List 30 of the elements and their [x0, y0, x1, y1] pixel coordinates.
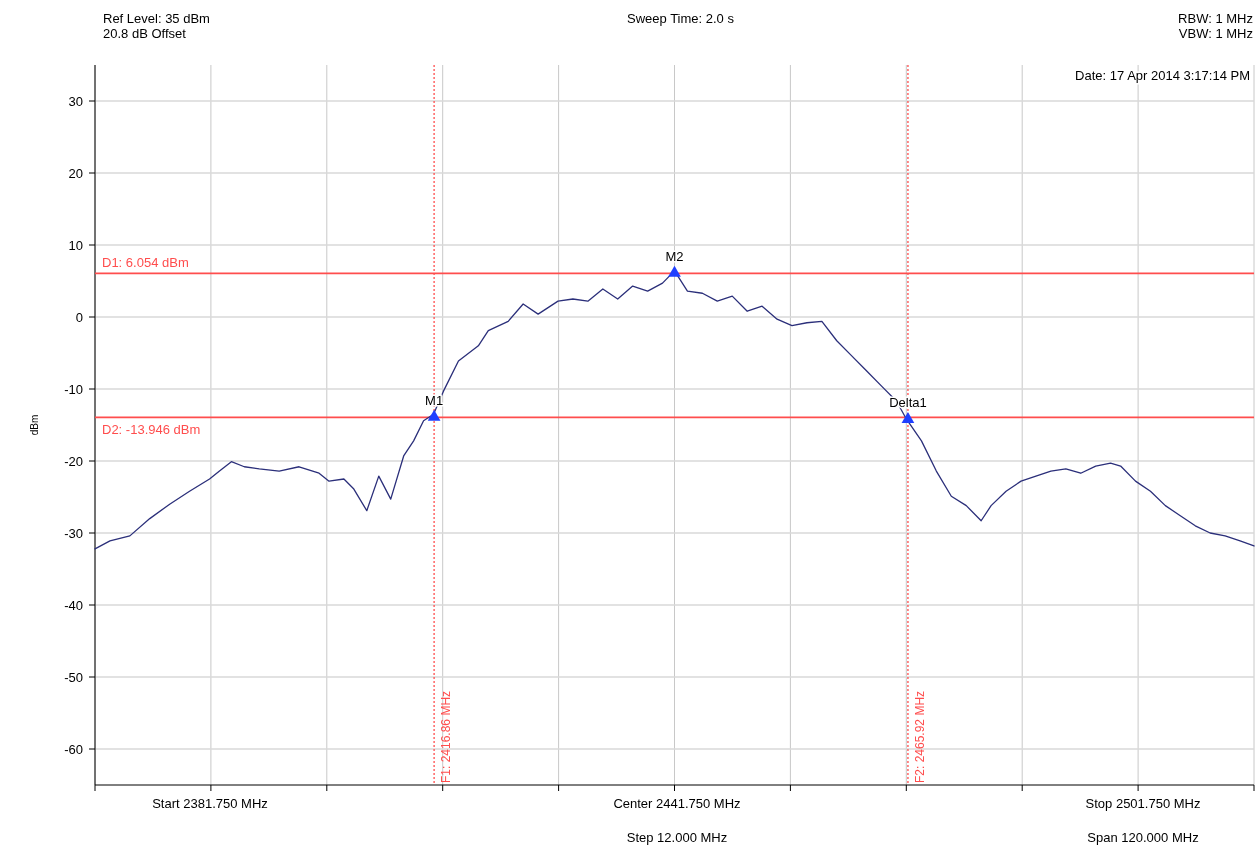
y-tick-label: 0	[75, 310, 83, 325]
text: RBW: 1 MHz	[1178, 11, 1253, 26]
y-tick-label: -20	[64, 454, 83, 469]
ref-line-label: D1: 6.054 dBm	[102, 255, 189, 271]
text: VBW: 1 MHz	[1178, 26, 1253, 41]
y-tick-label: -30	[64, 526, 83, 541]
text: Start 2381.750 MHz	[152, 796, 268, 811]
y-tick-label: 30	[68, 94, 83, 109]
text: Sweep Time: 2.0 s	[627, 11, 735, 26]
point	[427, 409, 441, 421]
text: Ref Level: 35 dBm	[103, 11, 210, 26]
ref-line-label: F2: 2465.92 MHz	[912, 690, 927, 783]
text: Stop 2501.750 MHz	[1085, 796, 1201, 811]
point	[901, 411, 915, 423]
y-tick-label: 20	[68, 166, 83, 181]
y-tick-label: -40	[64, 598, 83, 613]
y-tick-label: -50	[64, 670, 83, 685]
y-axis-title: dBm	[29, 414, 40, 436]
ref-line-label: F1: 2416.86 MHz	[439, 690, 454, 783]
y-tick-label: -60	[64, 742, 83, 757]
point	[668, 265, 681, 277]
ref-line-label: D2: -13.946 dBm	[102, 422, 201, 438]
text: Span 120.000 MHz	[1087, 830, 1199, 845]
annotation: Date: 17 Apr 2014 3:17:14 PM	[1075, 68, 1250, 83]
annotation: M2	[665, 249, 684, 265]
text: 20.8 dB Offset	[103, 26, 187, 41]
text: Center 2441.750 MHz	[613, 796, 741, 811]
y-tick-label: -10	[64, 382, 83, 397]
text: Step 12.000 MHz	[626, 830, 728, 845]
y-tick-label: 10	[68, 238, 83, 253]
